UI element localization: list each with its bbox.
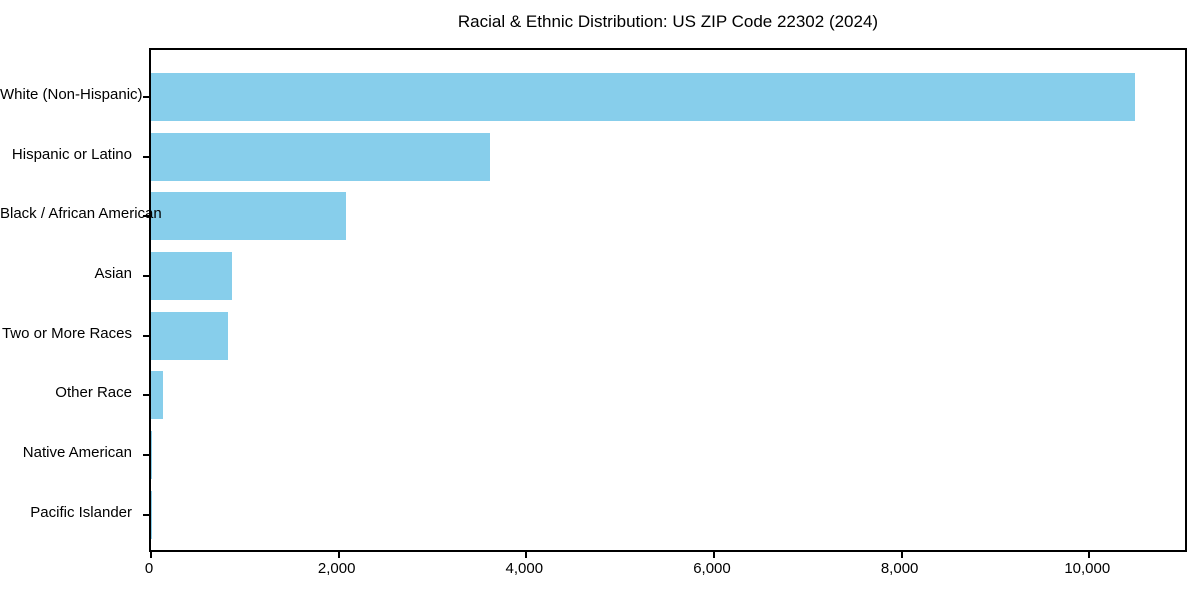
y-axis-tick: [143, 513, 149, 516]
x-axis-tick: [150, 552, 152, 558]
x-axis-tick: [337, 552, 340, 558]
y-axis-tick: [143, 334, 149, 337]
y-axis-label-other-race: Other Race: [55, 384, 132, 402]
y-axis-label-pacific-islander: Pacific Islander: [30, 503, 132, 521]
y-axis-label-asian: Asian: [94, 265, 132, 282]
plot-area: [143, 48, 1187, 558]
bar-other-race: [151, 371, 164, 420]
y-axis-label-native-american: Native American: [22, 444, 132, 462]
y-axis-tick: [143, 96, 149, 98]
bar-hispanic-or-latino: [151, 132, 490, 181]
bar-white-non-hispanic: [151, 73, 1136, 121]
x-axis-label-2000: 2,000: [317, 560, 356, 577]
bar-black-african-american: [151, 192, 347, 241]
x-axis-label-0: 0: [144, 560, 154, 577]
x-axis-tick: [1088, 552, 1091, 558]
x-axis-tick: [712, 552, 715, 558]
y-axis-label-black-african-american: Black / African American: [0, 205, 162, 223]
y-axis-label-hispanic-or-latino: Hispanic or Latino: [11, 145, 132, 163]
bar-native-american: [151, 431, 153, 480]
y-axis-label-two-or-more-races: Two or More Races: [1, 324, 132, 342]
bar-asian: [151, 252, 232, 300]
x-axis-label-4000: 4,000: [505, 560, 544, 577]
y-axis-label-white-non-hispanic: White (Non-Hispanic): [0, 86, 143, 103]
y-axis-tick: [143, 275, 149, 277]
x-axis-label-6000: 6,000: [693, 560, 731, 577]
y-axis-tick: [143, 155, 149, 158]
y-axis-tick: [143, 215, 149, 218]
x-axis-tick: [900, 552, 903, 558]
x-axis-label-10000: 10,000: [1064, 560, 1111, 577]
x-axis-tick: [525, 552, 528, 558]
bar-two-or-more-races: [151, 311, 229, 360]
y-axis-tick: [143, 454, 149, 457]
x-axis-label-8000: 8,000: [880, 560, 919, 577]
y-axis-tick: [143, 394, 149, 397]
chart-title: Racial & Ethnic Distribution: US ZIP Cod…: [457, 12, 879, 31]
